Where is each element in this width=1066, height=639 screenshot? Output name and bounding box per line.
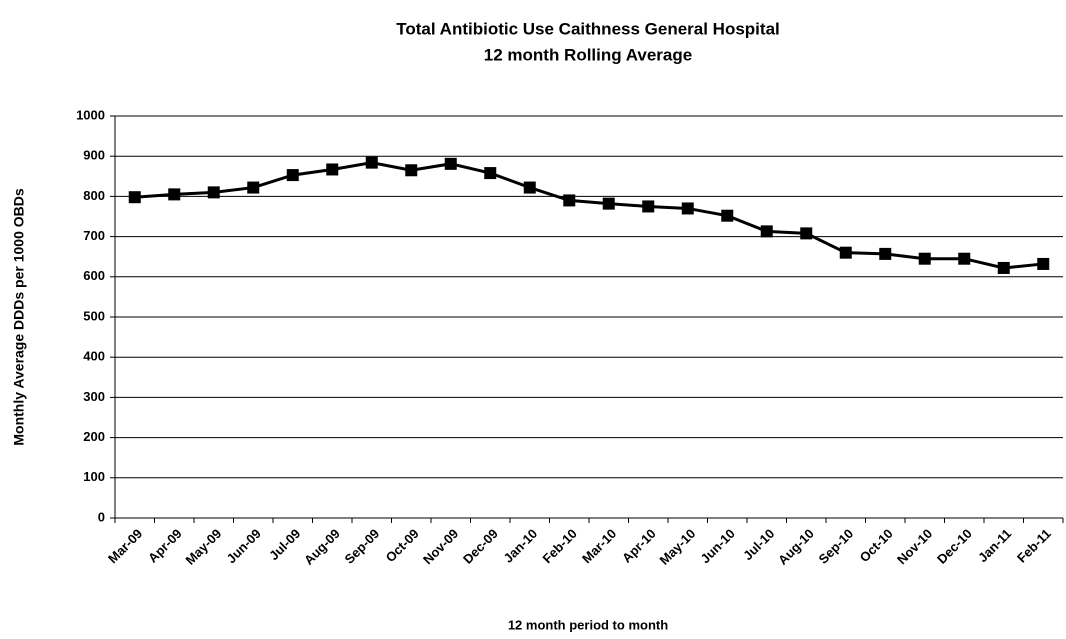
marker: [681, 202, 694, 215]
x-tick-label: May-10: [657, 526, 699, 568]
marker: [523, 181, 536, 194]
y-tick-label: 200: [83, 429, 105, 444]
x-tick-label: Jun-10: [698, 526, 738, 566]
marker: [286, 169, 299, 182]
x-tick-label: Aug-10: [775, 526, 817, 568]
x-tick-label: May-09: [183, 526, 225, 568]
x-tick-label: Mar-10: [579, 526, 619, 566]
marker: [800, 227, 813, 240]
marker: [642, 200, 655, 213]
y-tick-label: 400: [83, 349, 105, 364]
x-tick-label: Oct-10: [857, 526, 896, 565]
y-tick-label: 300: [83, 389, 105, 404]
y-tick-label: 900: [83, 148, 105, 163]
marker: [839, 246, 852, 259]
x-tick-label: Apr-09: [145, 526, 185, 566]
x-tick-label: Nov-10: [894, 526, 935, 567]
x-tick-label: Dec-10: [934, 526, 975, 567]
marker: [168, 188, 181, 201]
x-tick-label: Aug-09: [301, 526, 343, 568]
x-tick-label: Jun-09: [224, 526, 264, 566]
x-tick-label: Dec-09: [460, 526, 501, 567]
marker: [879, 247, 892, 260]
marker: [207, 186, 220, 199]
chart-subtitle: 12 month Rolling Average: [484, 45, 692, 64]
marker: [760, 225, 773, 238]
marker: [484, 167, 497, 180]
y-tick-label: 700: [83, 228, 105, 243]
y-tick-label: 0: [98, 509, 105, 524]
marker: [128, 191, 141, 204]
marker: [918, 252, 931, 265]
x-tick-label: Jan-10: [501, 526, 541, 566]
marker: [1037, 257, 1050, 270]
marker: [365, 156, 378, 169]
marker: [721, 209, 734, 222]
x-tick-label: Jul-10: [740, 526, 777, 563]
marker: [444, 157, 457, 170]
marker: [563, 194, 576, 207]
line: [134, 161, 1044, 270]
marker: [326, 163, 339, 176]
y-axis-label: Monthly Average DDDs per 1000 OBDs: [11, 188, 27, 445]
x-axis-label: 12 month period to month: [508, 617, 668, 632]
x-tick-label: Feb-10: [540, 526, 580, 566]
marker: [997, 261, 1010, 274]
y-tick-label: 600: [83, 268, 105, 283]
y-tick-label: 100: [83, 469, 105, 484]
y-tick-label: 1000: [76, 107, 105, 122]
x-tick-label: Jan-11: [975, 526, 1014, 565]
x-tick-label: Apr-10: [619, 526, 659, 566]
marker: [602, 197, 615, 210]
x-tick-label: Oct-09: [383, 526, 422, 565]
y-tick-label: 500: [83, 308, 105, 323]
y-tick-label: 800: [83, 188, 105, 203]
x-tick-label: Sep-09: [342, 526, 383, 567]
marker: [958, 252, 971, 265]
x-tick-label: Jul-09: [266, 526, 303, 563]
chart-title: Total Antibiotic Use Caithness General H…: [396, 19, 780, 38]
x-tick-label: Sep-10: [816, 526, 857, 567]
marker: [247, 181, 260, 194]
x-tick-label: Feb-11: [1014, 526, 1054, 566]
marker: [405, 164, 418, 177]
x-tick-label: Nov-09: [420, 526, 461, 567]
x-tick-label: Mar-09: [105, 526, 145, 566]
